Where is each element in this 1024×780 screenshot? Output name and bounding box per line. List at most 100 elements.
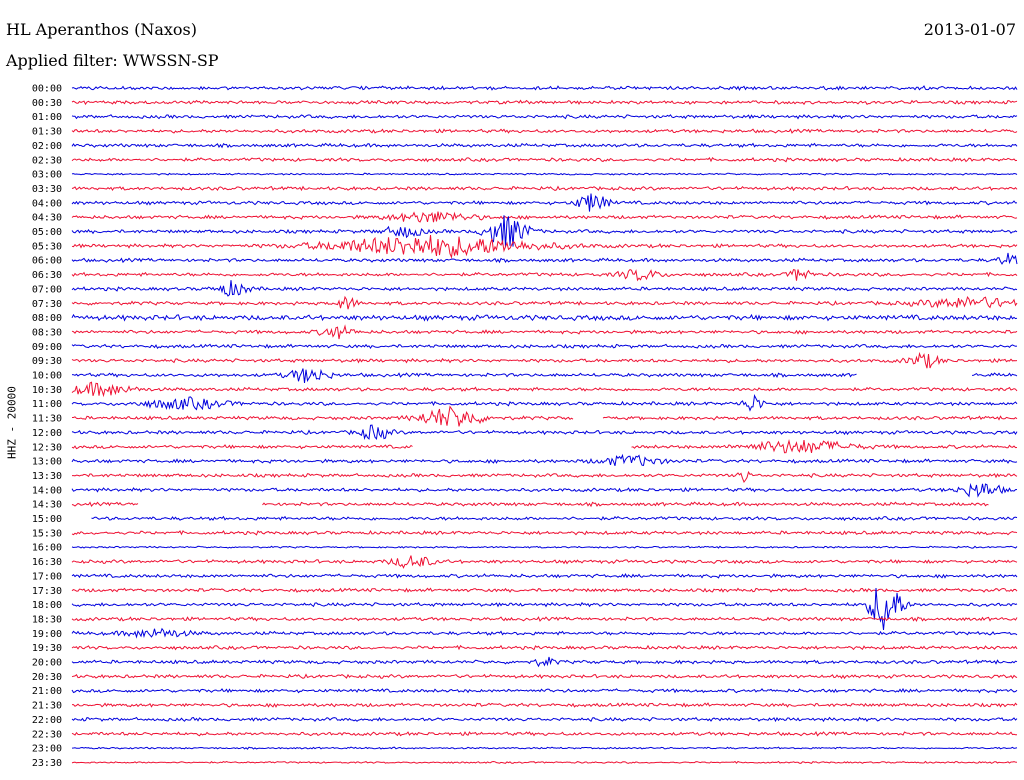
time-label-0430: 04:30 bbox=[32, 213, 62, 224]
trace-1100 bbox=[71, 393, 1018, 412]
trace-2230 bbox=[71, 730, 1017, 737]
time-label-0300: 03:00 bbox=[32, 170, 62, 181]
trace-0530 bbox=[71, 235, 1018, 259]
time-label-0130: 01:30 bbox=[32, 127, 62, 138]
time-label-0530: 05:30 bbox=[32, 241, 62, 252]
time-label-1030: 10:30 bbox=[32, 385, 62, 396]
trace-0030 bbox=[71, 99, 1018, 106]
trace-0130 bbox=[71, 128, 1018, 134]
time-label-0000: 00:00 bbox=[32, 84, 62, 95]
time-label-1830: 18:30 bbox=[32, 614, 62, 625]
time-label-1330: 13:30 bbox=[32, 471, 62, 482]
trace-0300 bbox=[71, 172, 1018, 176]
trace-1430 bbox=[71, 501, 989, 508]
time-label-1130: 11:30 bbox=[32, 414, 62, 425]
time-label-1900: 19:00 bbox=[32, 629, 62, 640]
trace-1700 bbox=[71, 573, 1018, 579]
time-label-0600: 06:00 bbox=[32, 256, 62, 267]
trace-1900 bbox=[71, 627, 1018, 639]
trace-1200 bbox=[71, 424, 1018, 441]
filter-label: Applied filter: bbox=[6, 51, 118, 70]
time-label-1730: 17:30 bbox=[32, 586, 62, 597]
trace-1600 bbox=[71, 545, 1018, 549]
trace-1500 bbox=[91, 515, 1018, 522]
trace-0230 bbox=[71, 156, 1018, 163]
trace-1930 bbox=[71, 644, 1018, 651]
trace-0500 bbox=[71, 215, 1018, 248]
trace-0730 bbox=[71, 295, 1018, 310]
time-label-0230: 02:30 bbox=[32, 155, 62, 166]
time-label-1500: 15:00 bbox=[32, 514, 62, 525]
trace-2300 bbox=[71, 746, 1018, 750]
time-label-1630: 16:30 bbox=[32, 557, 62, 568]
trace-1300 bbox=[71, 453, 1018, 466]
trace-0830 bbox=[71, 324, 1018, 340]
y-axis-label: HHZ - 20000 bbox=[5, 386, 19, 459]
time-label-1430: 14:30 bbox=[32, 500, 62, 511]
time-label-1600: 16:00 bbox=[32, 543, 62, 554]
filter-row: Applied filter: WWSSN-SP bbox=[6, 51, 219, 70]
time-label-2200: 22:00 bbox=[32, 715, 62, 726]
trace-0900 bbox=[71, 343, 1018, 350]
time-label-1200: 12:00 bbox=[32, 428, 62, 439]
trace-0700 bbox=[71, 280, 1018, 297]
trace-0200 bbox=[71, 142, 1018, 149]
filter-value: WWSSN-SP bbox=[122, 51, 219, 70]
trace-2030 bbox=[71, 673, 1018, 680]
time-label-1100: 11:00 bbox=[32, 399, 62, 410]
trace-1030 bbox=[71, 381, 1018, 398]
time-label-2330: 23:30 bbox=[32, 758, 62, 769]
time-label-2030: 20:30 bbox=[32, 672, 62, 683]
time-label-1400: 14:00 bbox=[32, 485, 62, 496]
time-label-2000: 20:00 bbox=[32, 658, 62, 669]
trace-2000 bbox=[71, 656, 1018, 668]
station-title: HL Aperanthos (Naxos) bbox=[6, 20, 197, 39]
trace-0930 bbox=[71, 351, 1018, 369]
trace-0100 bbox=[71, 114, 1018, 120]
trace-0600 bbox=[71, 252, 1018, 265]
time-label-0630: 06:30 bbox=[32, 270, 62, 281]
trace-0630 bbox=[71, 268, 1018, 282]
time-label-0700: 07:00 bbox=[32, 284, 62, 295]
trace-1630 bbox=[71, 555, 1018, 569]
time-label-0500: 05:00 bbox=[32, 227, 62, 238]
time-label-0100: 01:00 bbox=[32, 112, 62, 123]
time-label-1530: 15:30 bbox=[32, 528, 62, 539]
time-label-2230: 22:30 bbox=[32, 729, 62, 740]
trace-2200 bbox=[71, 716, 1018, 723]
trace-2330 bbox=[71, 760, 1018, 764]
trace-1230 bbox=[71, 439, 1018, 454]
trace-0330 bbox=[71, 185, 1018, 192]
trace-1130 bbox=[72, 405, 1018, 427]
time-label-2130: 21:30 bbox=[32, 701, 62, 712]
trace-1730 bbox=[71, 587, 1018, 593]
time-label-1930: 19:30 bbox=[32, 643, 62, 654]
time-label-0030: 00:30 bbox=[32, 98, 62, 109]
trace-0800 bbox=[71, 313, 1018, 322]
trace-0000 bbox=[71, 85, 1018, 91]
time-label-0330: 03:30 bbox=[32, 184, 62, 195]
trace-2100 bbox=[71, 687, 1018, 694]
trace-1000 bbox=[71, 368, 1018, 383]
time-label-0830: 08:30 bbox=[32, 327, 62, 338]
date-label: 2013-01-07 bbox=[923, 20, 1016, 39]
time-label-1800: 18:00 bbox=[32, 600, 62, 611]
time-label-1700: 17:00 bbox=[32, 571, 62, 582]
time-label-0730: 07:30 bbox=[32, 299, 62, 310]
trace-1830 bbox=[71, 616, 1018, 623]
time-label-1300: 13:00 bbox=[32, 457, 62, 468]
time-label-2300: 23:00 bbox=[32, 744, 62, 755]
trace-1530 bbox=[71, 529, 1018, 536]
time-label-2100: 21:00 bbox=[32, 686, 62, 697]
time-label-0800: 08:00 bbox=[32, 313, 62, 324]
trace-1400 bbox=[71, 482, 1018, 498]
trace-0430 bbox=[71, 211, 1018, 223]
trace-2130 bbox=[72, 702, 1018, 708]
trace-1800 bbox=[71, 587, 1018, 630]
trace-0400 bbox=[71, 193, 1018, 212]
time-label-0930: 09:30 bbox=[32, 356, 62, 367]
time-label-0200: 02:00 bbox=[32, 141, 62, 152]
time-label-1000: 10:00 bbox=[32, 371, 62, 382]
time-label-0900: 09:00 bbox=[32, 342, 62, 353]
